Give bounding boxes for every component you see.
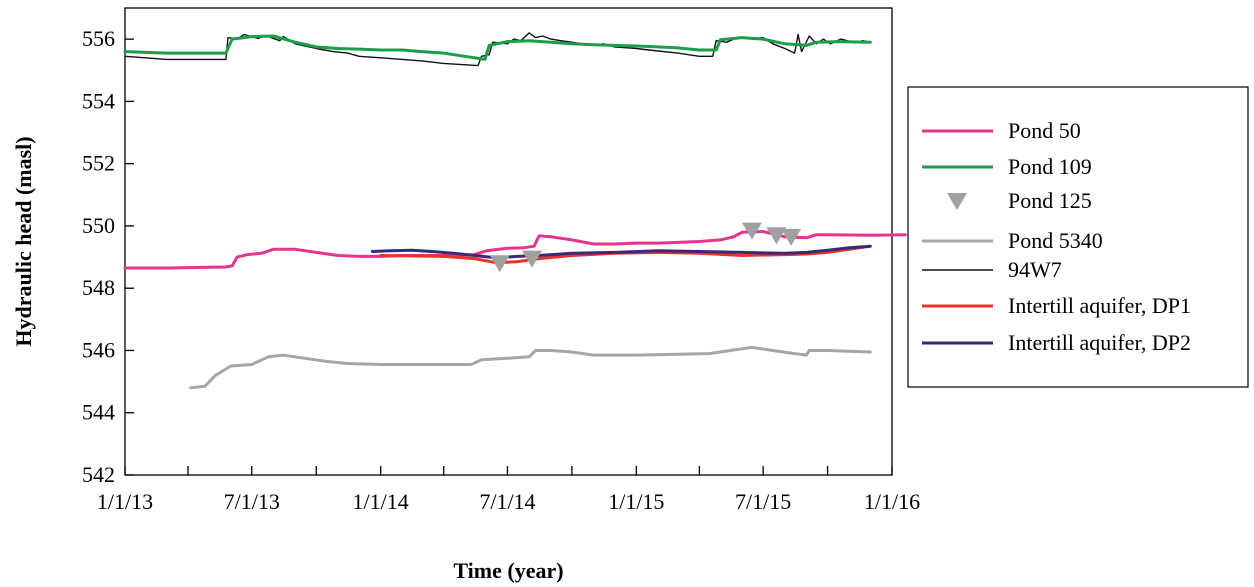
series-line-pond-5340: [189, 345, 872, 390]
x-tick-label: 1/1/13: [97, 489, 153, 514]
series-line-intertill-aquifer-dp2: [370, 244, 872, 260]
y-axis-title: Hydraulic head (masl): [11, 136, 36, 346]
legend-box: [907, 86, 1249, 388]
y-tick-label: 554: [82, 88, 115, 113]
y-tick-label: 548: [82, 275, 115, 300]
plot-frame: [124, 7, 893, 476]
y-tick-label: 550: [82, 213, 115, 238]
x-axis: 1/1/13 7/1/13 1/1/14 7/1/14 1/1/15 7/1/15 1/1/…: [97, 466, 920, 514]
series-marker-pond-125: [766, 227, 787, 245]
series-marker-pond-125: [489, 255, 510, 273]
legend-label: Pond 5340: [1008, 228, 1103, 253]
x-tick-label: 7/1/15: [735, 489, 791, 514]
x-tick-label: 1/1/15: [608, 489, 664, 514]
y-tick-label: 542: [82, 462, 115, 487]
legend: Pond 50 Pond 109 Pond 125 Pond 5340 94W7 Inte…: [907, 86, 1249, 388]
series-marker-pond-125: [781, 228, 802, 246]
x-tick-label: 7/1/13: [224, 489, 280, 514]
series-marker-pond-125: [521, 250, 542, 268]
x-tick-label: 7/1/14: [479, 489, 535, 514]
y-tick-label: 556: [82, 26, 115, 51]
x-tick-label: 1/1/16: [864, 489, 920, 514]
legend-label: 94W7: [1008, 257, 1062, 282]
y-tick-label: 552: [82, 151, 115, 176]
series-marker-pond-125: [741, 222, 762, 240]
y-tick-label: 546: [82, 337, 115, 362]
legend-label: Pond 125: [1008, 188, 1092, 213]
y-tick-label: 544: [82, 400, 115, 425]
legend-label: Intertill aquifer, DP1: [1008, 293, 1191, 318]
x-tick-label: 1/1/14: [353, 489, 409, 514]
legend-label: Pond 50: [1008, 118, 1081, 143]
plot-area: [123, 7, 907, 476]
legend-label: Intertill aquifer, DP2: [1008, 330, 1191, 355]
series-line-pond-109: [123, 34, 872, 61]
legend-label: Pond 109: [1008, 154, 1092, 179]
legend-swatch: [947, 193, 967, 210]
y-axis: 542 544 546 548 550 552 554 556: [82, 26, 134, 487]
x-axis-title: Time (year): [453, 558, 563, 583]
